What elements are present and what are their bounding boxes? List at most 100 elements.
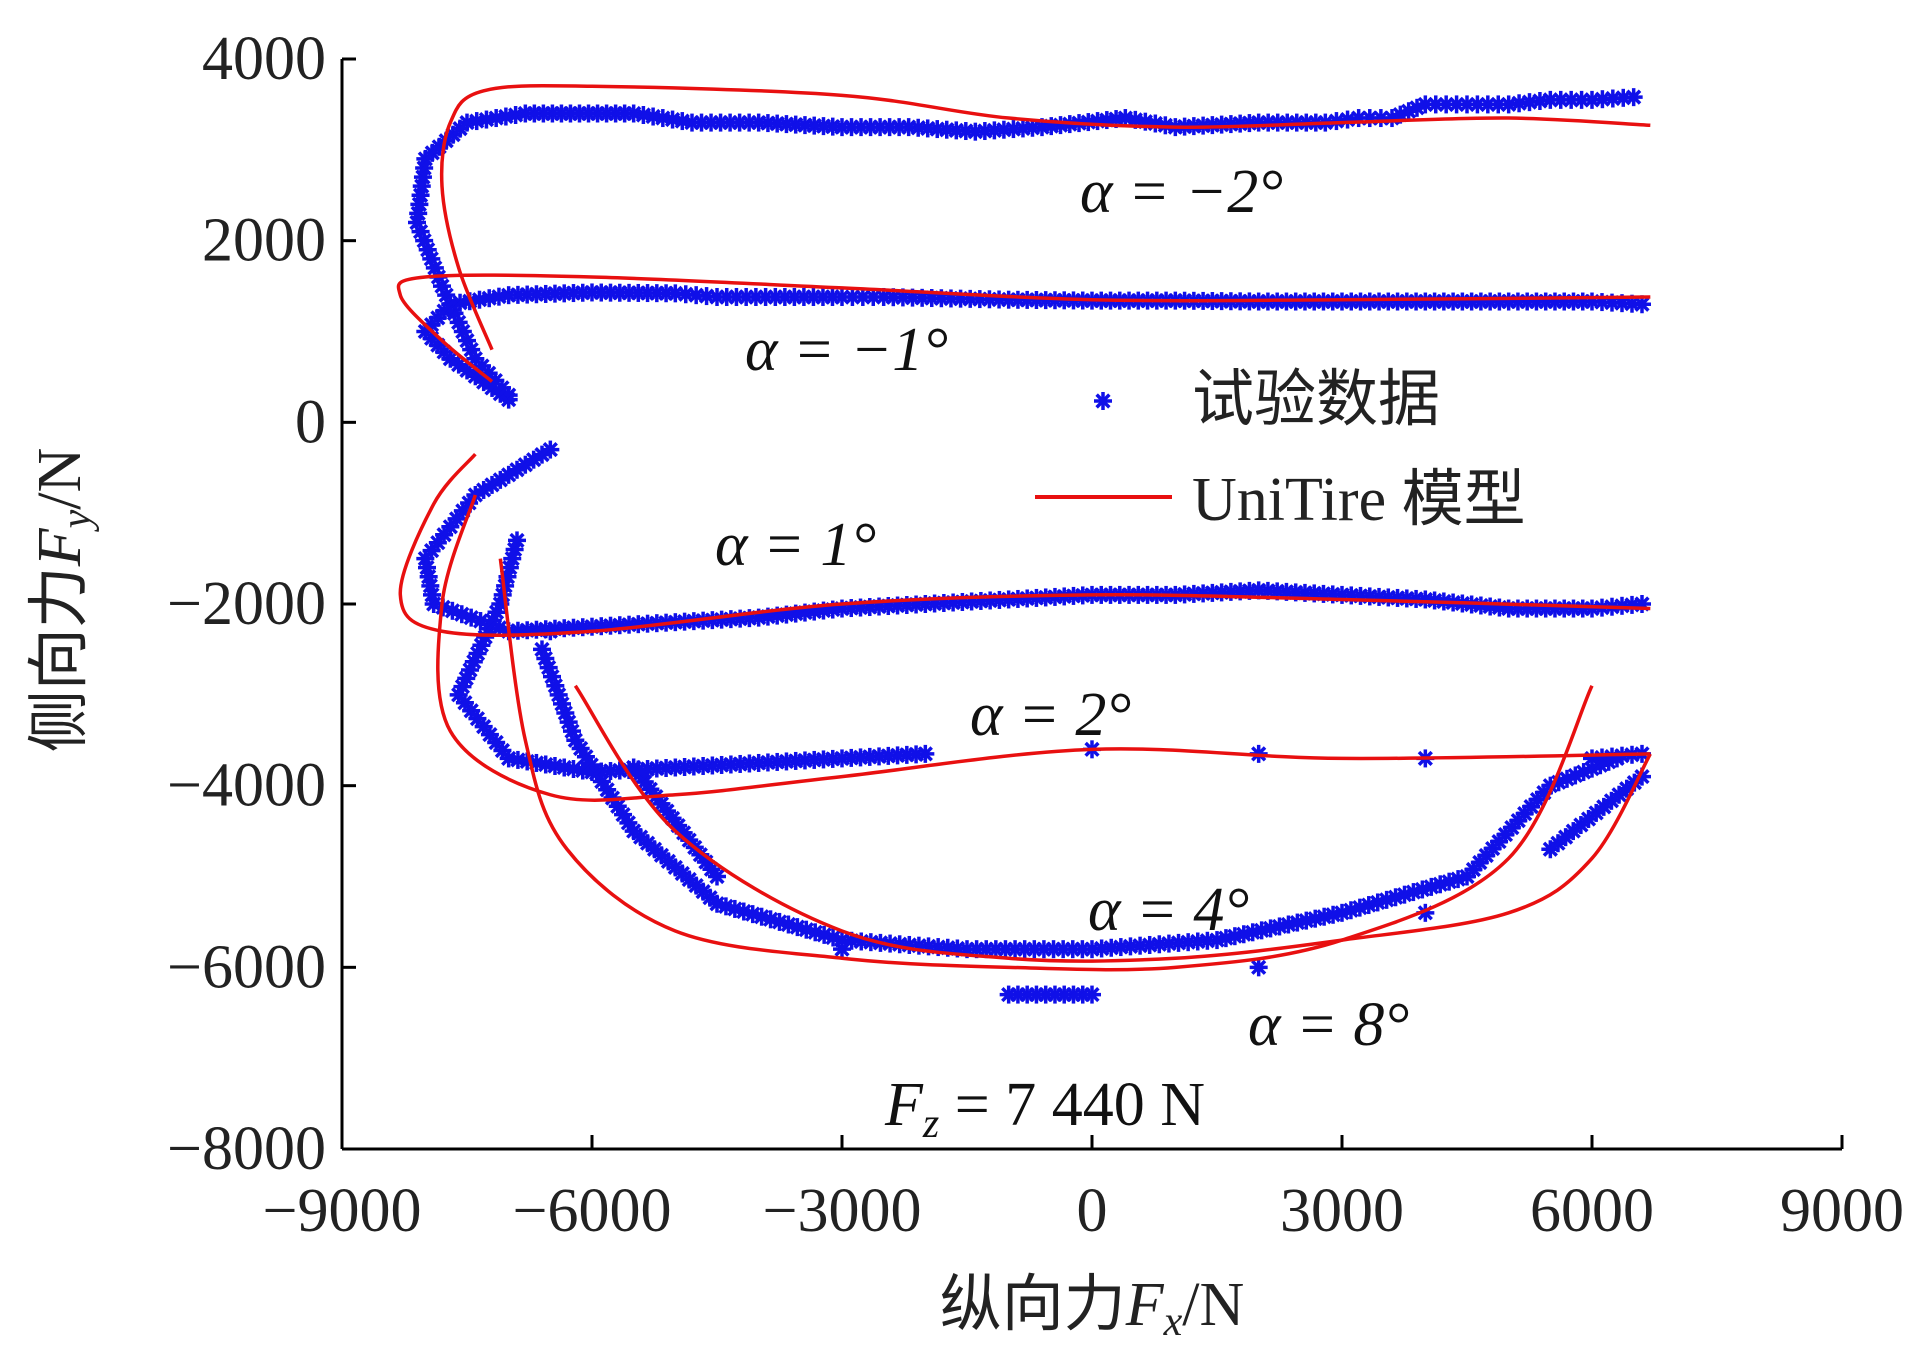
test-data-series-0 — [408, 88, 1643, 405]
model-curve-4 — [498, 558, 1594, 972]
asterisk-stroke — [547, 678, 563, 694]
asterisk-stroke — [541, 659, 557, 676]
legend-label-test-data: 试验数据 — [1192, 366, 1440, 434]
asterisk-stroke — [594, 773, 610, 790]
test-data-series-5 — [541, 622, 1651, 1004]
asterisk-stroke — [1634, 296, 1650, 312]
asterisk-stroke — [1605, 90, 1621, 107]
asterisk-stroke — [492, 386, 508, 402]
model-curve-0 — [439, 84, 1651, 351]
asterisk-stroke — [642, 781, 658, 797]
asterisk-stroke — [917, 746, 933, 762]
asterisk-stroke — [702, 890, 718, 906]
model-curve-1 — [396, 273, 1651, 383]
asterisk-stroke — [676, 825, 692, 841]
asterisk-stroke — [444, 603, 461, 619]
asterisk-stroke — [1626, 89, 1642, 105]
asterisk-stroke — [564, 723, 580, 739]
asterisk-stroke — [653, 796, 670, 812]
test-data-point — [546, 676, 565, 695]
asterisk-stroke — [454, 606, 470, 622]
test-data-point — [833, 940, 851, 959]
test-data-point — [708, 867, 726, 886]
asterisk-stroke — [471, 292, 488, 308]
asterisk-stroke — [588, 765, 605, 781]
asterisk-stroke — [416, 233, 432, 249]
x-tick-label: −6000 — [513, 1177, 672, 1245]
legend: 试验数据 UniTire 模型 — [1035, 366, 1526, 534]
asterisk-stroke — [1615, 90, 1631, 106]
asterisk-stroke — [482, 726, 498, 743]
asterisk-stroke — [578, 749, 594, 765]
asterisk-stroke — [452, 295, 468, 311]
y-tick-label: 2000 — [202, 207, 326, 275]
asterisk-stroke — [491, 620, 507, 636]
test-data-series-1 — [416, 283, 1651, 409]
asterisk-stroke — [667, 859, 683, 876]
test-data-point — [541, 622, 560, 641]
asterisk-stroke — [476, 719, 492, 735]
asterisk-stroke — [469, 113, 485, 129]
x-tick-label: −9000 — [263, 1177, 422, 1245]
asterisk-stroke — [1521, 94, 1538, 110]
axes: −9000 −6000 −3000 0 3000 6000 9000 4000 2000 0 −20… — [167, 25, 1904, 1245]
y-tick-label: −6000 — [167, 933, 326, 1001]
asterisk-stroke — [583, 757, 599, 773]
asterisk-stroke — [653, 847, 670, 863]
y-tick-label: 0 — [295, 388, 326, 456]
legend-asterisk — [1094, 392, 1112, 410]
asterisk-stroke — [567, 732, 583, 748]
asterisk-stroke — [478, 111, 495, 128]
asterisk-stroke — [442, 351, 458, 367]
test-data-point — [1624, 88, 1643, 107]
asterisk-stroke — [834, 941, 850, 957]
asterisk-stroke — [423, 251, 439, 267]
y-tick-label: −2000 — [167, 570, 326, 638]
y-tick-label: 4000 — [202, 25, 326, 93]
asterisk-stroke — [426, 596, 442, 612]
model-curve-3 — [436, 494, 1651, 802]
asterisk-stroke — [544, 669, 560, 685]
asterisk-stroke — [681, 832, 697, 848]
asterisk-stroke — [551, 687, 567, 703]
asterisk-stroke — [451, 314, 467, 331]
asterisk-stroke — [674, 865, 690, 882]
asterisk-stroke — [442, 296, 458, 312]
asterisk-stroke — [1251, 959, 1267, 975]
asterisk-stroke — [633, 829, 649, 845]
x-tick-label: 9000 — [1780, 1177, 1904, 1245]
asterisk-stroke — [509, 532, 525, 549]
asterisk-stroke — [1511, 95, 1527, 111]
asterisk-stroke — [1532, 93, 1548, 109]
asterisk-stroke — [508, 107, 524, 123]
annotation-fz: Fz = 7 440 N — [884, 1071, 1205, 1147]
test-data-point — [1633, 595, 1651, 613]
y-axis-label: 侧向力Fy/N — [26, 448, 100, 753]
asterisk-stroke — [554, 696, 570, 712]
asterisk-stroke — [1594, 91, 1611, 107]
asterisk-stroke — [681, 871, 697, 888]
annotation-alpha-2: α = 2° — [970, 681, 1131, 749]
test-data-point — [1608, 749, 1626, 768]
test-data-point — [549, 685, 568, 704]
asterisk-stroke — [1501, 96, 1517, 113]
annotation-alpha-8: α = 8° — [1248, 991, 1409, 1059]
asterisk-stroke — [660, 853, 676, 869]
asterisk-stroke — [610, 798, 626, 814]
asterisk-stroke — [459, 332, 475, 349]
asterisk-stroke — [488, 110, 504, 126]
asterisk-stroke — [451, 687, 467, 703]
asterisk-stroke — [498, 108, 514, 125]
asterisk-stroke — [459, 114, 475, 131]
annotation-alpha-1: α = 1° — [715, 511, 876, 579]
asterisk-stroke — [455, 323, 471, 340]
asterisk-stroke — [1095, 393, 1111, 409]
x-tick-label: 0 — [1077, 1177, 1108, 1245]
asterisk-stroke — [491, 289, 507, 305]
asterisk-stroke — [463, 342, 479, 358]
test-data-series-3 — [449, 531, 1651, 782]
annotation-alpha-m2: α = −2° — [1080, 158, 1283, 226]
y-tick-label: −4000 — [167, 752, 326, 820]
model-curve-5 — [573, 684, 1652, 963]
asterisk-stroke — [1584, 92, 1600, 108]
